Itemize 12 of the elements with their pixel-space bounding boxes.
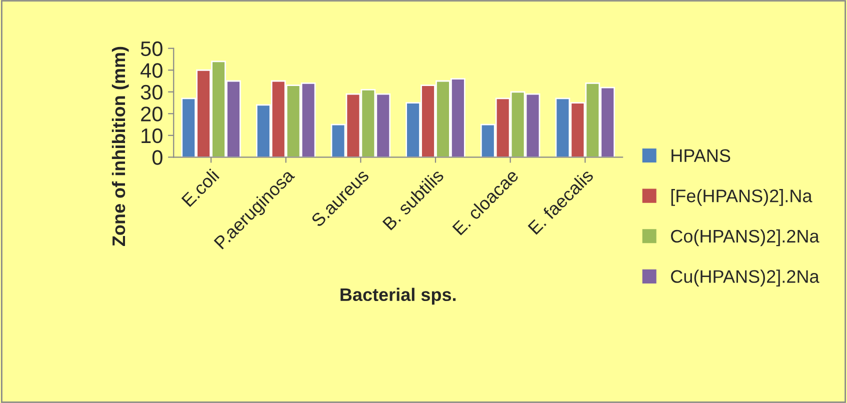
legend-label: HPANS bbox=[672, 149, 730, 162]
y-tick-label: 20 bbox=[141, 106, 162, 122]
y-tick-label: 40 bbox=[140, 63, 162, 78]
y-axis-title: Zone of inhibition (mm) bbox=[112, 46, 129, 246]
x-axis-title: Bacterial sps. bbox=[340, 288, 456, 305]
legend-label: Cu(HPANS)2].2Na bbox=[671, 270, 820, 286]
y-tick-label: 10 bbox=[142, 128, 162, 144]
y-tick-label: 0 bbox=[152, 150, 162, 165]
legend-label: [Fe(HPANS)2].Na bbox=[671, 189, 812, 206]
y-tick-label: 50 bbox=[140, 41, 162, 56]
legend-label: Co(HPANS)2].2Na bbox=[671, 229, 820, 246]
y-tick-label: 30 bbox=[140, 84, 162, 100]
